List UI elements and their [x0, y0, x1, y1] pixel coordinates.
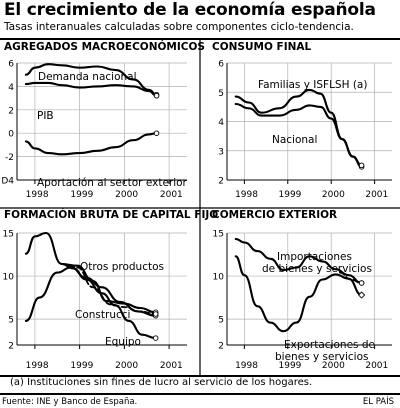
y-tick-label: -2 — [5, 153, 14, 163]
series-line-0 — [24, 63, 158, 96]
bottom-divider — [0, 375, 400, 377]
x-tick-label: 2000 — [322, 361, 345, 371]
credit-text: EL PAÍS — [362, 397, 394, 407]
chart-title: CONSUMO FINAL — [212, 41, 312, 53]
x-tick-label: 2001 — [160, 190, 183, 200]
x-tick-label: 2001 — [365, 190, 388, 200]
y-tick-label: 2 — [8, 106, 14, 116]
x-tick-label: 1998 — [26, 190, 49, 200]
series-end-marker — [153, 130, 160, 136]
series-label: de bienes y servicios — [262, 263, 372, 275]
y-tick-label: 2 — [218, 177, 224, 187]
y-tick-label: 5 — [218, 89, 224, 99]
chart-title: COMERCIO EXTERIOR — [212, 209, 337, 221]
series-label: Otros productos — [80, 261, 164, 273]
y-tick-label: 0 — [8, 130, 14, 140]
series-line-2 — [60, 263, 157, 315]
y-tick-label: 2 — [218, 342, 224, 352]
x-tick-label: 2000 — [322, 190, 345, 200]
series-line-0 — [234, 237, 363, 285]
series-end-marker — [358, 280, 365, 286]
y-tick-label: 3 — [218, 147, 224, 157]
y-tick-label: 15 — [3, 230, 14, 240]
series-end-marker — [153, 93, 160, 99]
y-tick-label: 6 — [8, 60, 14, 70]
series-end-marker — [152, 335, 159, 341]
series-line-3 — [60, 262, 157, 340]
y-tick-label: D4 — [1, 177, 14, 187]
x-tick-label: 1999 — [70, 190, 93, 200]
chart-formacion-bruta-capital-fijo: FORMACIÓN BRUTA DE CAPITAL FIJO 15 10 5 2 199… — [3, 208, 219, 371]
y-tick-label: 4 — [218, 118, 224, 128]
y-tick-label: 2 — [8, 342, 14, 352]
series-label: Exportaciones de — [284, 339, 375, 351]
series-label: Equipo — [105, 336, 141, 348]
y-tick-label: 6 — [218, 60, 224, 70]
page-title: El crecimiento de la economía española — [4, 0, 376, 20]
chart-comercio-exterior: COMERCIO EXTERIOR 15 10 5 2 1998 1999 2000 2001 I… — [212, 209, 392, 371]
chart-agregados-macroeconomicos: AGREGADOS MACROECONÓMICOS 6 4 2 0 -2 D4 1998 199… — [1, 40, 205, 200]
x-tick-label: 1999 — [70, 361, 93, 371]
x-tick-label: 1998 — [26, 361, 49, 371]
series-line-1 — [234, 255, 363, 333]
y-tick-label: 4 — [8, 83, 14, 93]
chart-title: AGREGADOS MACROECONÓMICOS — [4, 40, 205, 53]
chart-consumo-final: CONSUMO FINAL 6 5 4 3 2 1998 1999 2000 2001 Famili… — [212, 41, 392, 200]
chart-title: FORMACIÓN BRUTA DE CAPITAL FIJO — [4, 208, 218, 221]
series-end-marker — [357, 291, 366, 299]
series-label: Importaciones — [277, 251, 352, 263]
series-line-1 — [24, 231, 157, 314]
x-tick-label: 2001 — [160, 361, 183, 371]
footer-divider — [0, 393, 400, 395]
y-tick-label: 5 — [8, 316, 14, 326]
series-end-marker — [358, 162, 365, 169]
x-tick-label: 1999 — [279, 361, 302, 371]
series-line-1 — [24, 81, 158, 97]
series-line-0 — [234, 88, 363, 168]
x-tick-label: 1998 — [235, 361, 258, 371]
series-line-2 — [339, 271, 363, 284]
series-label: Aportación al sector exterior — [37, 177, 188, 189]
series-label: Demanda nacional — [38, 71, 137, 83]
y-tick-label: 15 — [213, 230, 224, 240]
series-label: PIB — [37, 110, 54, 122]
top-divider — [0, 38, 400, 40]
source-text: Fuente: INE y Banco de España. — [2, 397, 138, 407]
series-label: Nacional — [272, 134, 317, 146]
y-tick-label: 10 — [3, 273, 15, 283]
series-label: Familias y ISFLSH (a) — [258, 79, 367, 91]
x-tick-label: 2000 — [115, 361, 138, 371]
x-tick-label: 1998 — [235, 190, 258, 200]
series-end-marker — [152, 311, 159, 317]
footnote: (a) Instituciones sin fines de lucro al … — [10, 377, 313, 388]
y-tick-label: 5 — [218, 316, 224, 326]
y-tick-label: 10 — [213, 273, 225, 283]
x-tick-label: 2000 — [115, 190, 138, 200]
page-subtitle: Tasas interanuales calculadas sobre comp… — [4, 21, 354, 33]
x-tick-label: 1999 — [279, 190, 302, 200]
series-label: Construcci — [75, 309, 130, 321]
x-tick-label: 2001 — [365, 361, 388, 371]
series-line-1 — [234, 102, 363, 167]
series-line-2 — [24, 132, 158, 156]
series-label: bienes y servicios — [275, 351, 368, 363]
